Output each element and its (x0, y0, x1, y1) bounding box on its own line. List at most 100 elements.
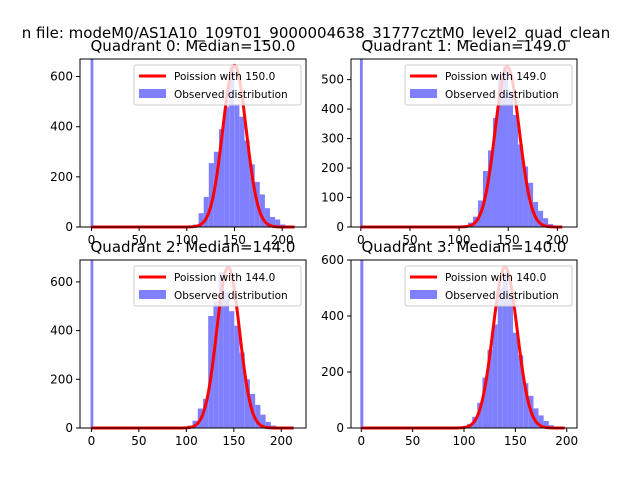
q2-histogram-bar (255, 404, 261, 428)
q2-histogram-bar (234, 325, 240, 428)
q2-histogram-bar (223, 291, 230, 428)
q3-histogram-bar (497, 288, 503, 428)
q1-histogram-bar (503, 66, 509, 227)
q0-legend-bar-swatch (139, 89, 166, 98)
q2-histogram-bar (218, 272, 224, 428)
q3-legend-line-label: Poission with 140.0 (445, 272, 546, 284)
q1-y-tick-label: 0 (336, 220, 344, 234)
q0-histogram-bar (259, 194, 265, 227)
q2-x-tick-label: 200 (270, 434, 293, 448)
q2-x-tick-label: 100 (175, 434, 198, 448)
q1-legend-bar-swatch (410, 89, 437, 98)
q3-y-tick-label: 400 (321, 309, 344, 323)
q0-y-tick-label: 200 (50, 170, 73, 184)
q1-x-tick-label: 200 (546, 233, 569, 247)
figure-suptitle: n file: modeM0/AS1A10_109T01_9000004638_… (22, 24, 611, 43)
q3-zero-spike-bar (360, 260, 364, 428)
q2-legend-box (133, 265, 302, 307)
q2-x-tick-label: 50 (131, 434, 146, 448)
q0-x-tick-label: 0 (88, 233, 96, 247)
q2-x-tick-label: 0 (88, 434, 96, 448)
q0-histogram-bar (224, 106, 230, 227)
q0-x-tick-label: 100 (175, 233, 198, 247)
q0-zero-spike-bar (90, 59, 94, 227)
q0-histogram-bar (208, 163, 214, 227)
q1-histogram-bar (513, 115, 519, 227)
q0-histogram-bar (275, 219, 281, 227)
q2-histogram-bar (229, 311, 235, 428)
q0-legend-bar-label: Observed distribution (174, 89, 288, 101)
q3-title: Quadrant 3: Median=140.0 (362, 238, 567, 256)
q1-histogram-bar (538, 210, 544, 227)
q3-histogram-bar (507, 293, 514, 428)
q0-histogram-bar (270, 216, 276, 227)
q0-histogram-bar (244, 140, 250, 227)
q3-histogram-bar (492, 324, 498, 428)
q0-x-tick-label: 200 (271, 233, 294, 247)
q2-histogram-bar (244, 379, 250, 428)
q2-y-tick-label: 200 (50, 372, 73, 386)
q2-histogram-bar (260, 414, 266, 428)
q1-histogram-bar (543, 218, 549, 227)
q2-histogram-bar (265, 421, 271, 428)
q0-histogram-bar (249, 164, 255, 227)
q2-x-tick-label: 150 (222, 434, 245, 448)
q3-y-tick-label: 200 (321, 365, 344, 379)
q3-histogram-bar (518, 355, 524, 428)
q1-histogram-bar (518, 144, 524, 227)
q1-legend-box (404, 64, 573, 106)
q3-y-tick-label: 0 (336, 421, 344, 435)
q1-y-tick-label: 500 (321, 73, 344, 87)
q0-legend-box (133, 64, 302, 106)
q3-x-tick-label: 150 (504, 434, 527, 448)
q2-title: Quadrant 2: Median=144.0 (91, 238, 296, 256)
q1-y-tick-label: 300 (321, 132, 344, 146)
q2-histogram-bar (213, 301, 219, 428)
q2-y-tick-label: 400 (50, 324, 73, 338)
q1-y-tick-label: 100 (321, 191, 344, 205)
q3-y-tick-label: 600 (321, 253, 344, 267)
q3-histogram-bar (543, 421, 549, 428)
q3-histogram-bar (523, 383, 529, 428)
q1-y-tick-label: 400 (321, 102, 344, 116)
q2-axes-frame (79, 259, 307, 429)
q0-y-tick-label: 400 (50, 120, 73, 134)
q0-x-tick-label: 50 (131, 233, 146, 247)
q3-histogram-bar (477, 402, 483, 428)
q2-histogram-bar (202, 398, 209, 428)
q2-legend-bar-swatch (139, 290, 166, 299)
q0-histogram-bar (203, 196, 209, 227)
q3-histogram-bar (533, 408, 539, 428)
q1-x-tick-label: 50 (402, 233, 417, 247)
q1-legend-bar-label: Observed distribution (445, 89, 559, 101)
q0-histogram-bar (239, 116, 245, 227)
q0-histogram-bar (229, 66, 235, 227)
q1-histogram-bar (497, 73, 504, 227)
q3-legend-bar-swatch (410, 290, 437, 299)
q3-x-tick-label: 50 (405, 434, 420, 448)
q0-histogram-bar (264, 208, 271, 227)
q2-legend-bar-label: Observed distribution (174, 290, 288, 302)
q1-x-tick-label: 150 (497, 233, 520, 247)
q1-legend-line-label: Poission with 149.0 (445, 71, 546, 83)
q3-x-tick-label: 100 (453, 434, 476, 448)
q1-histogram-bar (508, 91, 514, 227)
q0-histogram-bar (234, 104, 240, 227)
q3-x-tick-label: 200 (555, 434, 578, 448)
q1-histogram-bar (492, 117, 498, 227)
q3-histogram-bar (513, 332, 519, 428)
q0-axes-frame (79, 58, 307, 228)
q3-histogram-bar (502, 272, 508, 428)
q1-zero-spike-bar (359, 59, 363, 227)
q0-x-tick-label: 150 (223, 233, 246, 247)
q1-axes-frame (350, 58, 578, 228)
q3-legend-bar-label: Observed distribution (445, 290, 559, 302)
q0-title: Quadrant 0: Median=150.0 (91, 37, 296, 55)
q2-y-tick-label: 0 (65, 421, 73, 435)
q2-histogram-bar (239, 352, 245, 428)
q3-histogram-bar (482, 377, 488, 428)
q1-histogram-bar (487, 150, 493, 227)
q3-x-tick-label: 0 (357, 434, 365, 448)
q1-title: Quadrant 1: Median=149.0 (362, 37, 567, 55)
